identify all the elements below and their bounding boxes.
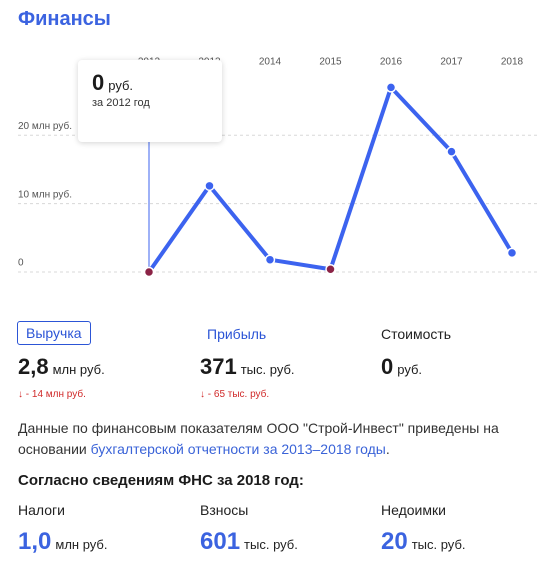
tab-revenue[interactable]: Выручка xyxy=(17,321,91,345)
metric-unit: млн руб. xyxy=(52,362,105,377)
note-end: . xyxy=(385,441,390,457)
point xyxy=(506,247,518,259)
fns-number: 20 xyxy=(381,528,408,555)
point xyxy=(446,146,457,157)
note-link[interactable]: бухгалтерской отчетности за 2013–2018 го… xyxy=(90,441,386,457)
note-text: Данные по финансовым показателям ООО "Ст… xyxy=(18,420,499,457)
fns-title: Согласно сведениям ФНС за 2018 год: xyxy=(18,472,304,489)
point xyxy=(204,180,215,192)
section-title: Финансы xyxy=(18,8,111,30)
x-tick-label: 2015 xyxy=(319,57,342,68)
metric-value: 371 xyxy=(200,354,237,379)
metric-change: ↓ - 14 млн руб. xyxy=(18,389,86,400)
point xyxy=(264,254,276,265)
metric-revenue: 2,8 млн руб. xyxy=(18,354,105,380)
point xyxy=(325,264,336,275)
fns-unit: тыс. руб. xyxy=(244,537,298,552)
fns-value: 1,0 млн руб. xyxy=(18,528,107,556)
point xyxy=(385,82,397,93)
fns-value: 601 тыс. руб. xyxy=(200,528,298,556)
y-tick-label: 0 xyxy=(18,258,24,269)
x-tick-label: 2014 xyxy=(259,57,282,68)
x-tick-label: 2017 xyxy=(440,57,463,68)
metric-unit: тыс. руб. xyxy=(240,362,295,377)
fns-label: Недоимки xyxy=(381,502,446,518)
tooltip-unit: руб. xyxy=(108,78,134,93)
tooltip: 0 руб. за 2012 год xyxy=(78,60,222,142)
metric-profit: 371 тыс. руб. xyxy=(200,354,295,380)
note: Данные по финансовым показателям ООО "Ст… xyxy=(18,418,538,460)
metric-value: 0 xyxy=(381,354,394,379)
fns-number: 601 xyxy=(200,528,241,555)
tooltip-value-row: 0 руб. xyxy=(92,70,133,96)
x-tick-label: 2016 xyxy=(380,57,403,68)
tooltip-period: за 2012 год xyxy=(92,97,150,109)
tab-profit[interactable]: Прибыль xyxy=(207,326,267,342)
x-tick-label: 2018 xyxy=(501,57,524,68)
fns-label: Взносы xyxy=(200,502,249,518)
metric-cost: 0 руб. xyxy=(381,354,422,380)
fns-label: Налоги xyxy=(18,502,65,518)
fns-value: 20 тыс. руб. xyxy=(381,528,466,556)
y-tick-label: 20 млн руб. xyxy=(18,120,72,132)
metric-unit: руб. xyxy=(397,362,423,377)
metric-value: 2,8 xyxy=(18,354,49,379)
fns-unit: тыс. руб. xyxy=(411,537,466,552)
fns-number: 1,0 xyxy=(18,528,52,555)
tab-value[interactable]: Стоимость xyxy=(381,326,452,342)
fns-unit: млн руб. xyxy=(55,537,108,552)
y-tick-label: 10 млн руб. xyxy=(18,188,72,200)
point xyxy=(143,266,155,278)
tooltip-value: 0 xyxy=(92,70,105,95)
metric-change: ↓ - 65 тыс. руб. xyxy=(200,389,270,400)
